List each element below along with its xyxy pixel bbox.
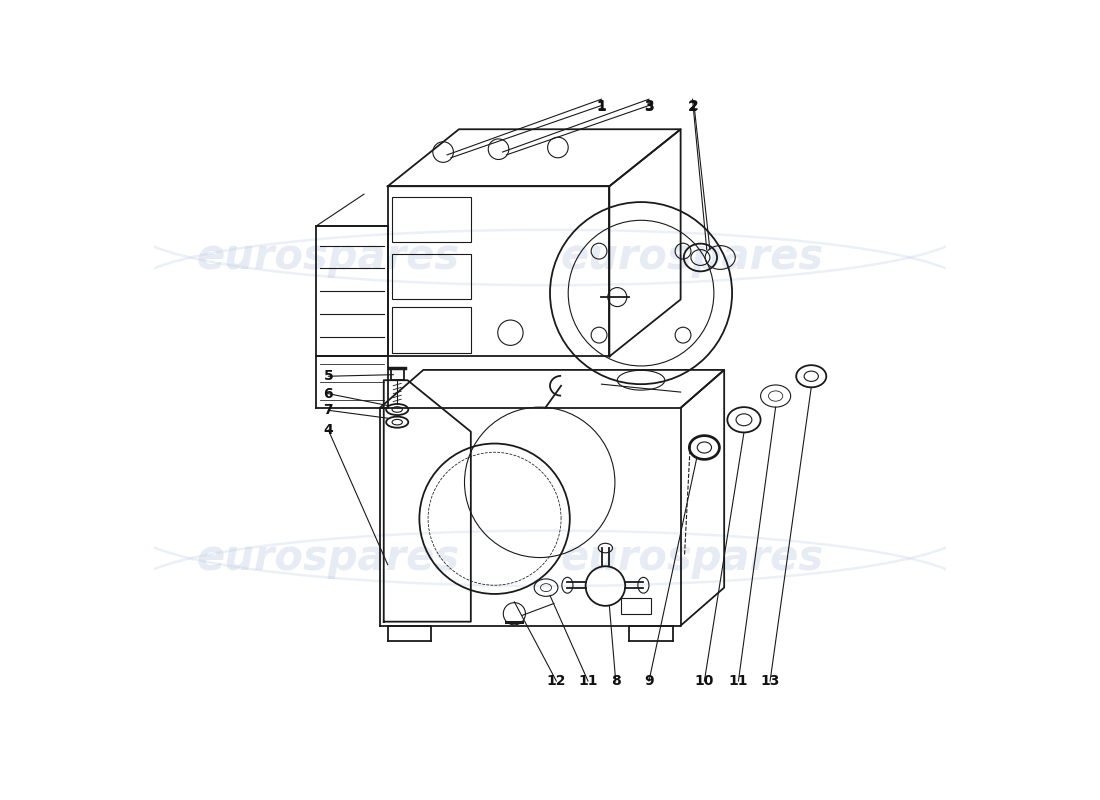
Text: 6: 6 — [323, 386, 333, 401]
Text: 11: 11 — [728, 674, 748, 688]
Text: 2: 2 — [690, 98, 698, 113]
Text: 9: 9 — [645, 674, 653, 688]
Text: eurospares: eurospares — [561, 237, 824, 278]
Text: eurospares: eurospares — [561, 538, 824, 579]
Text: 3: 3 — [645, 100, 653, 114]
Text: 8: 8 — [610, 674, 620, 688]
Text: 13: 13 — [760, 674, 780, 688]
Text: 7: 7 — [323, 403, 333, 418]
Text: 4: 4 — [323, 423, 333, 437]
Text: 2: 2 — [688, 100, 697, 114]
Bar — [392, 306, 471, 353]
Text: eurospares: eurospares — [197, 237, 460, 278]
Bar — [621, 598, 651, 614]
Text: 3: 3 — [645, 98, 653, 113]
Text: 1: 1 — [596, 100, 606, 114]
Text: 12: 12 — [547, 674, 567, 688]
Bar — [392, 254, 471, 299]
Text: 5: 5 — [323, 370, 333, 383]
Bar — [392, 197, 471, 242]
Text: 10: 10 — [695, 674, 714, 688]
Text: eurospares: eurospares — [197, 538, 460, 579]
Text: 1: 1 — [596, 98, 606, 113]
Text: 11: 11 — [579, 674, 597, 688]
